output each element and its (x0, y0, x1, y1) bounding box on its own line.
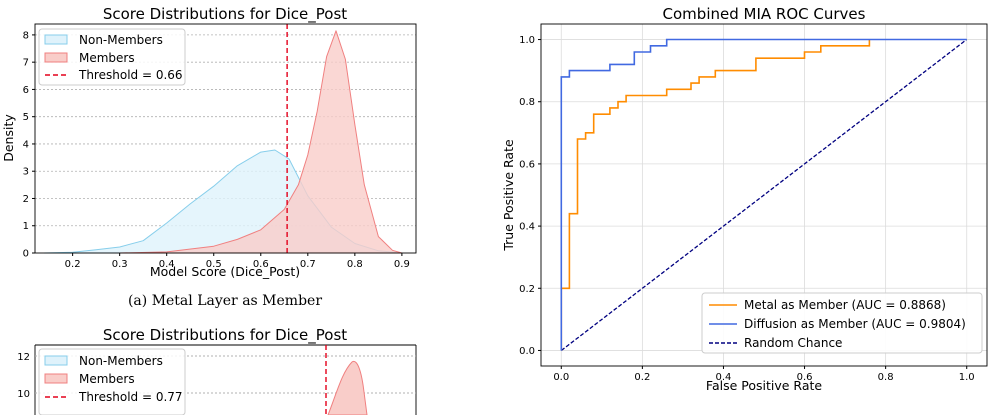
y-tick-label: 3 (23, 167, 29, 178)
x-tick-label: 0.6 (797, 372, 813, 383)
diffusion-roc-line (560, 38, 967, 351)
x-tick-label: 0.6 (253, 259, 269, 270)
legend: Metal as Member (AUC = 0.8868) Diffusion… (701, 292, 983, 354)
y-tick-label: 12 (17, 352, 30, 363)
legend-label-threshold: Threshold = 0.77 (78, 390, 183, 404)
y-tick-label: 2 (23, 194, 29, 205)
roc-chart: 0.0 0.2 0.4 0.6 0.8 1.0 0.0 0.2 0.4 0.6 0.8 1.0 Com… (501, 5, 988, 393)
y-tick-label: 0.8 (519, 97, 535, 108)
legend-label-non-members: Non-Members (79, 33, 163, 47)
chart-title: Combined MIA ROC Curves (663, 5, 866, 23)
density-ticks: 0 1 2 3 4 5 6 7 8 0.2 0.3 0.4 0.5 0.6 0.7 0.8 0.9 (23, 30, 410, 270)
y-tick-label: 1 (23, 221, 29, 232)
legend-label-members: Members (79, 51, 135, 65)
y-tick-label: 8 (23, 30, 29, 41)
y-tick-label: 5 (23, 112, 29, 123)
legend: Non-Members Members Threshold = 0.77 (38, 348, 186, 415)
legend-label-diffusion: Diffusion as Member (AUC = 0.9804) (744, 317, 966, 331)
x-axis-label: False Positive Rate (706, 378, 822, 393)
y-tick-label: 4 (23, 139, 29, 150)
x-tick-label: 0.2 (65, 259, 81, 270)
legend-label-non-members: Non-Members (79, 354, 163, 368)
x-tick-label: 0.8 (878, 372, 894, 383)
random-chance-roc-line (560, 38, 968, 352)
x-tick-label: 0.4 (159, 259, 175, 270)
x-axis-label: Model Score (Dice_Post) (150, 264, 300, 279)
y-tick-label: 6 (23, 85, 29, 96)
legend-label-threshold: Threshold = 0.66 (78, 68, 183, 82)
legend-label-random: Random Chance (744, 336, 842, 350)
y-tick-label: 0.6 (519, 159, 535, 170)
y-tick-label: 0 (23, 249, 29, 260)
y-tick-label: 0.2 (519, 284, 535, 295)
roc-curves (560, 38, 968, 352)
x-tick-label: 0.8 (347, 259, 363, 270)
chart-title: Score Distributions for Dice_Post (103, 5, 347, 24)
x-tick-label: 0.5 (206, 259, 222, 270)
legend-swatch-non-members (44, 355, 68, 366)
legend-label-metal: Metal as Member (AUC = 0.8868) (744, 298, 946, 312)
legend-box (701, 292, 983, 354)
density-chart-partial: 12 10 Score Distributions for Dice_Post … (17, 326, 417, 415)
plot-frame (540, 23, 988, 367)
x-tick-label: 0.4 (716, 372, 732, 383)
x-tick-label: 0.9 (394, 259, 410, 270)
x-tick-label: 0.7 (300, 259, 316, 270)
y-tick-label: 0.0 (519, 346, 535, 357)
x-tick-label: 1.0 (959, 372, 975, 383)
legend-label-members: Members (79, 372, 135, 386)
plot-frame (34, 23, 417, 254)
y-tick-label: 10 (17, 389, 30, 400)
y-tick-label: 7 (23, 58, 29, 69)
chart-title: Score Distributions for Dice_Post (103, 326, 347, 345)
x-tick-label: 0.0 (553, 372, 569, 383)
y-axis-label: Density (1, 114, 16, 162)
members-density-area (327, 360, 368, 415)
y-tick-label: 0.4 (519, 222, 535, 233)
members-density-area (119, 30, 403, 254)
y-axis-label: True Positive Rate (501, 139, 516, 252)
x-tick-label: 0.2 (634, 372, 650, 383)
y-tick-label: 1.0 (519, 35, 535, 46)
legend-box (38, 348, 186, 415)
legend-swatch-members (44, 52, 68, 63)
legend: Non-Members Members Threshold = 0.66 (38, 28, 186, 86)
density-chart-metal: 0 1 2 3 4 5 6 7 8 0.2 0.3 0.4 0.5 0.6 0.7 0.8 0.9 Score … (1, 5, 417, 309)
legend-swatch-members (44, 373, 68, 384)
density-areas (43, 30, 403, 254)
legend-box (38, 28, 186, 86)
legend-swatch-non-members (44, 34, 68, 45)
x-tick-label: 0.3 (112, 259, 128, 270)
subfigure-caption: (a) Metal Layer as Member (128, 293, 322, 309)
roc-ticks: 0.0 0.2 0.4 0.6 0.8 1.0 0.0 0.2 0.4 0.6 0.8 1.0 (519, 35, 975, 383)
metal-roc-line (560, 39, 871, 351)
